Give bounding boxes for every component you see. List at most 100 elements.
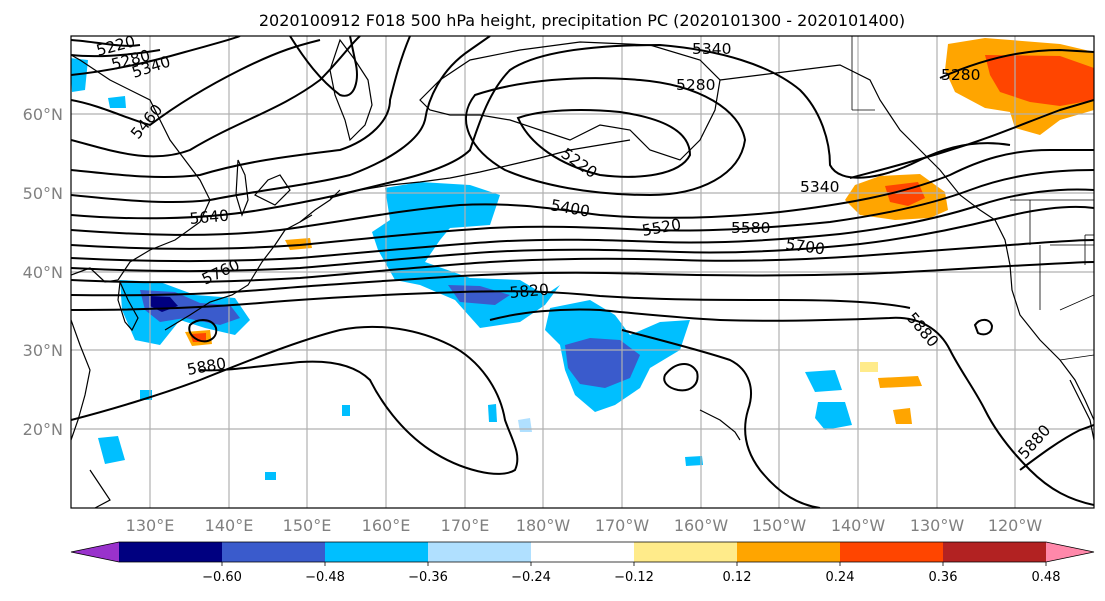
- colorbar-outline: [70, 541, 1095, 563]
- korea-coast: [117, 279, 139, 332]
- aleutian-islands: [329, 139, 631, 199]
- colorbar-segment: [531, 542, 635, 562]
- shade-negative: [108, 96, 126, 108]
- shade-positive: [285, 238, 312, 250]
- lon-label: 170°E: [441, 516, 490, 535]
- contour-label: 5340: [692, 40, 731, 58]
- lon-label: 130°E: [126, 516, 175, 535]
- contour-5880-subtropics: [621, 329, 821, 508]
- hawaii-islands: [699, 409, 741, 441]
- contour-5340-nw: [71, 36, 241, 76]
- colorbar-segment: [119, 542, 223, 562]
- contour-5340-far-east: [849, 99, 1094, 179]
- lon-label: 170°W: [595, 516, 650, 535]
- colorbar-label: 0.12: [723, 570, 752, 585]
- contour-5640-mid: [71, 205, 1094, 272]
- shade-weak-negative: [518, 418, 532, 432]
- lat-label: 60°N: [23, 105, 63, 124]
- contour-label: 5280: [676, 76, 715, 94]
- coastlines: [71, 38, 1094, 508]
- alaska-coast: [419, 41, 721, 161]
- contour-5640: [71, 36, 491, 204]
- contour-5400: [71, 149, 1094, 236]
- colorbar-label: −0.48: [305, 570, 345, 585]
- contour-5580-nw: [71, 36, 411, 179]
- east-china-coast: [71, 319, 91, 441]
- contour-label: 5280: [941, 66, 980, 84]
- figure-title: 2020100912 F018 500 hPa height, precipit…: [259, 11, 905, 30]
- contour-5880-west: [71, 325, 519, 475]
- contour-5220-nw: [71, 39, 141, 47]
- contour-5280-alaska: [465, 77, 747, 197]
- contour-5520: [71, 169, 1094, 250]
- colorbar-segment: [737, 542, 841, 562]
- lat-label: 40°N: [23, 263, 63, 282]
- lon-label: 150°E: [283, 516, 332, 535]
- colorbar-segment: [840, 542, 944, 562]
- colorbar-extend-left: [71, 542, 119, 562]
- longitude-labels: 130°E 140°E 150°E 160°E 170°E 180°W 170°…: [126, 516, 1043, 535]
- contour-ring-kamchatka: [289, 36, 358, 97]
- shade-negative: [815, 402, 852, 430]
- lon-label: 130°W: [910, 516, 965, 535]
- contour-5880-ring-hawaii: [663, 363, 699, 392]
- shade-strong-positive: [190, 333, 206, 342]
- japan-north-coast: [254, 174, 291, 206]
- contour-label: 5340: [800, 178, 839, 196]
- contour-5460-nw: [71, 39, 321, 127]
- shade-positive: [878, 376, 922, 388]
- contour-5880-ring-east: [973, 318, 994, 336]
- lon-label: 150°W: [752, 516, 807, 535]
- contour-5280-nw: [71, 49, 161, 58]
- shade-negative: [98, 436, 125, 464]
- colorbar-segment: [325, 542, 429, 562]
- lat-label: 20°N: [23, 420, 63, 439]
- colorbar-label: 0.24: [826, 570, 855, 585]
- colorbar-segment: [634, 542, 738, 562]
- shade-negative: [488, 404, 497, 422]
- kamchatka-coast: [329, 38, 373, 142]
- taiwan-philippines-coast: [89, 469, 111, 508]
- north-america-west-coast: [994, 219, 1094, 421]
- contour-5880-ring-japan: [188, 319, 218, 343]
- contour-5880-far-east: [1019, 424, 1094, 471]
- lon-label: 180°W: [516, 516, 571, 535]
- lon-label: 160°W: [674, 516, 729, 535]
- contour-5280-far-east: [939, 48, 1094, 79]
- shade-strong-positive: [885, 182, 925, 206]
- lat-label: 50°N: [23, 184, 63, 203]
- contour-5520-nw: [71, 36, 361, 158]
- contour-label: 5700: [784, 235, 826, 258]
- contour-5700: [71, 239, 1094, 284]
- colorbar-label: −0.36: [408, 570, 448, 585]
- alaska-gulf-coast: [719, 64, 996, 221]
- map: 5220 5280 5340 5460 5640 5760 5880 5340 …: [71, 36, 1094, 508]
- colorbar-label: 0.48: [1032, 570, 1061, 585]
- colorbar-extend-right: [1046, 542, 1094, 562]
- borders: [851, 36, 1094, 361]
- contour-label: 5820: [509, 281, 550, 302]
- shade-positive: [893, 408, 912, 424]
- shade-negative: [685, 456, 703, 466]
- height-contours: [71, 36, 1094, 508]
- latitude-labels: 60°N 50°N 40°N 30°N 20°N: [23, 105, 63, 439]
- colorbar-label: −0.60: [202, 570, 242, 585]
- colorbar-segment: [222, 542, 326, 562]
- contour-5760: [71, 261, 1094, 297]
- colorbar-label: −0.24: [511, 570, 551, 585]
- shade-strong-negative: [448, 285, 510, 305]
- shade-negative: [805, 370, 842, 392]
- colorbar-label: −0.12: [614, 570, 654, 585]
- contour-label: 5640: [189, 207, 230, 228]
- baja-coast: [1069, 379, 1094, 441]
- lon-label: 160°E: [362, 516, 411, 535]
- shade-negative: [342, 405, 350, 416]
- colorbar-segment: [428, 542, 532, 562]
- lat-label: 30°N: [23, 341, 63, 360]
- contour-5580: [71, 188, 1094, 262]
- lon-label: 140°W: [831, 516, 886, 535]
- map-frame: [70, 35, 1095, 509]
- japan-coast: [164, 214, 313, 331]
- contour-5880-east: [489, 308, 1094, 506]
